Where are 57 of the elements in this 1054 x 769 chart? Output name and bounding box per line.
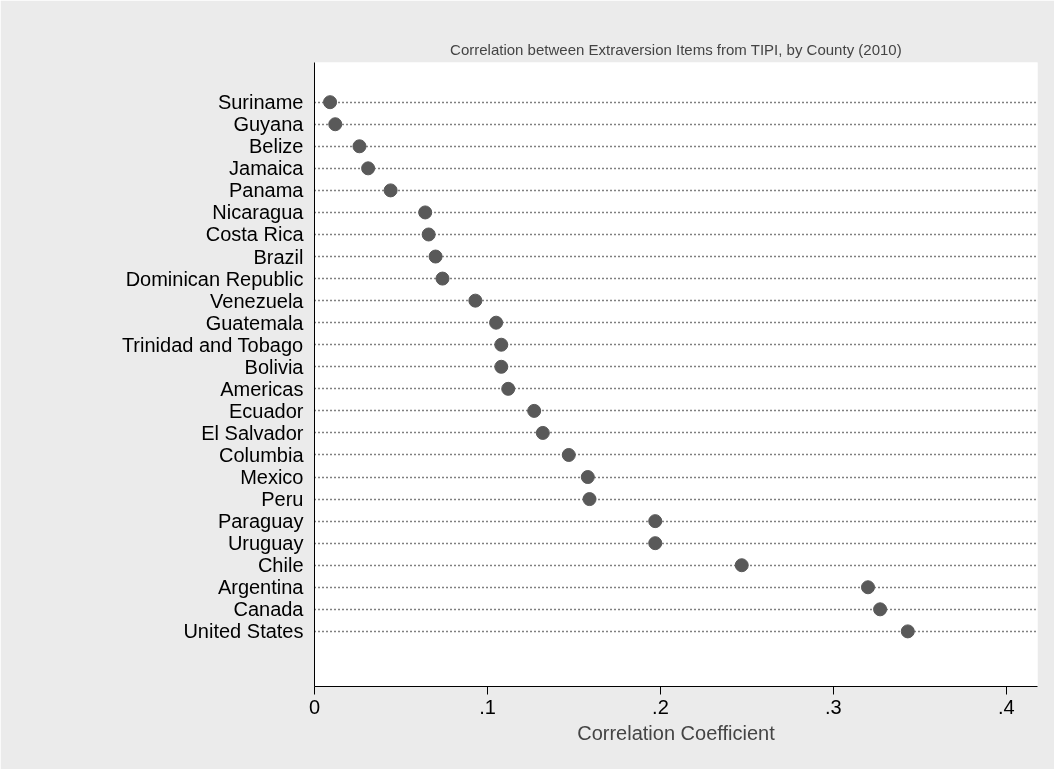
y-tick-label: Uruguay [227,532,304,555]
point [494,359,509,374]
y-tick-label: Jamaica [229,157,305,180]
point [873,602,888,617]
point [582,492,597,507]
point [323,95,338,110]
point [361,161,376,176]
point [648,536,663,551]
y-tick-label: Ecuador [229,399,304,422]
point [527,403,542,418]
point [561,447,576,462]
y-tick-label: Americas [220,377,304,400]
y-tick-label: Costa Rica [205,223,305,246]
y-tick-label: Brazil [253,245,304,268]
y-tick-label: Mexico [240,466,304,489]
y-tick-label: Guatemala [205,311,305,334]
y-tick-label: Bolivia [244,355,305,378]
y-tick-label: Paraguay [217,510,304,533]
point [734,558,749,573]
point [428,249,443,264]
y-tick-label: Columbia [219,443,305,466]
y-tick-label: Nicaragua [212,201,305,224]
point [418,205,433,220]
y-tick-label: Argentina [217,576,305,599]
point [860,580,875,595]
chart-title: Correlation between Extraversion Items from TIPI, by County (2010) [450,40,902,58]
point [352,139,367,154]
y-tick-label: Dominican Republic [125,267,304,290]
x-axis-title: Correlation Coefficient [577,721,776,744]
y-tick-label: Canada [233,598,305,621]
point [468,293,483,308]
y-tick-label: Venezuela [210,289,305,312]
y-tick-label: Panama [229,179,305,202]
point [383,183,398,198]
y-tick-label: Chile [257,554,304,577]
point [489,315,504,330]
point [328,117,343,132]
y-tick-label: United States [183,620,304,643]
point [501,381,516,396]
y-tick-label: Belize [249,135,304,158]
point [648,514,663,529]
point [435,271,450,286]
point [421,227,436,242]
y-tick-label: El Salvador [201,421,304,444]
y-tick-label: Trinidad and Tobago [121,333,304,356]
x-tick-label: .3 [825,695,842,718]
point [900,624,915,639]
y-tick-label: Peru [261,488,304,511]
y-tick-label: Guyana [233,113,305,136]
y-tick-label: Suriname [217,91,304,114]
x-tick-label: 0 [308,695,321,718]
point [494,337,509,352]
point [580,470,595,485]
x-tick-label: .1 [479,695,496,718]
x-tick-label: .4 [998,695,1015,718]
x-tick-label: .2 [652,695,669,718]
point [535,425,550,440]
